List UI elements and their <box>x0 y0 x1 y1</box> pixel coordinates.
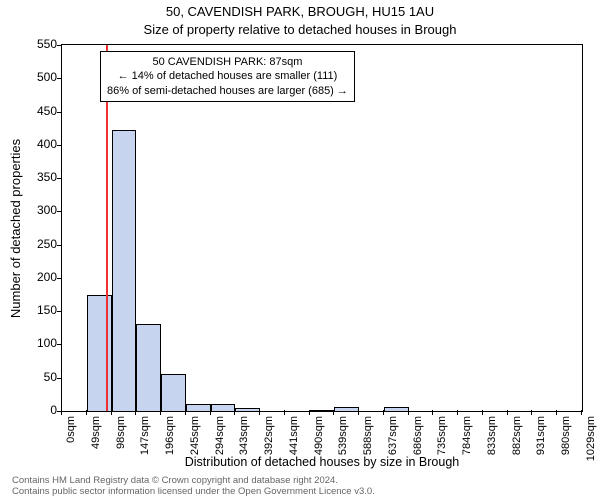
footer-attribution: Contains HM Land Registry data © Crown c… <box>12 476 375 498</box>
y-tick-label: 550 <box>37 37 57 51</box>
y-tick-label: 300 <box>37 203 57 217</box>
histogram-bar <box>112 130 137 411</box>
histogram-bar <box>310 410 335 411</box>
histogram-bar <box>136 324 161 411</box>
annotation-line2: ← 14% of detached houses are smaller (11… <box>107 69 348 83</box>
y-tick-label: 150 <box>37 303 57 317</box>
y-tick-label: 50 <box>44 370 57 384</box>
histogram-bar <box>384 407 409 411</box>
annotation-line1: 50 CAVENDISH PARK: 87sqm <box>107 55 348 69</box>
histogram-bar <box>334 407 359 411</box>
chart-page: 50, CAVENDISH PARK, BROUGH, HU15 1AU Siz… <box>0 0 600 500</box>
annotation-line3: 86% of semi-detached houses are larger (… <box>107 84 348 98</box>
x-axis-label: Distribution of detached houses by size … <box>61 455 583 469</box>
histogram-bar <box>235 408 260 411</box>
footer-line2: Contains public sector information licen… <box>12 487 375 498</box>
chart-title: 50, CAVENDISH PARK, BROUGH, HU15 1AU <box>0 4 600 19</box>
x-tick-label: 1029sqm <box>585 416 597 466</box>
y-tick-label: 0 <box>50 403 57 417</box>
y-tick-label: 350 <box>37 170 57 184</box>
y-tick-label: 100 <box>37 336 57 350</box>
y-tick-label: 250 <box>37 237 57 251</box>
y-axis-label: Number of detached properties <box>8 44 24 412</box>
histogram-bar <box>186 404 211 411</box>
plot-area: 50 CAVENDISH PARK: 87sqm ← 14% of detach… <box>61 44 583 412</box>
chart-subtitle: Size of property relative to detached ho… <box>0 22 600 37</box>
annotation-box: 50 CAVENDISH PARK: 87sqm ← 14% of detach… <box>100 51 355 102</box>
y-tick-label: 200 <box>37 270 57 284</box>
histogram-bar <box>211 404 236 411</box>
y-tick-label: 400 <box>37 137 57 151</box>
histogram-bar <box>161 374 186 411</box>
y-tick-label: 500 <box>37 70 57 84</box>
y-tick-label: 450 <box>37 104 57 118</box>
